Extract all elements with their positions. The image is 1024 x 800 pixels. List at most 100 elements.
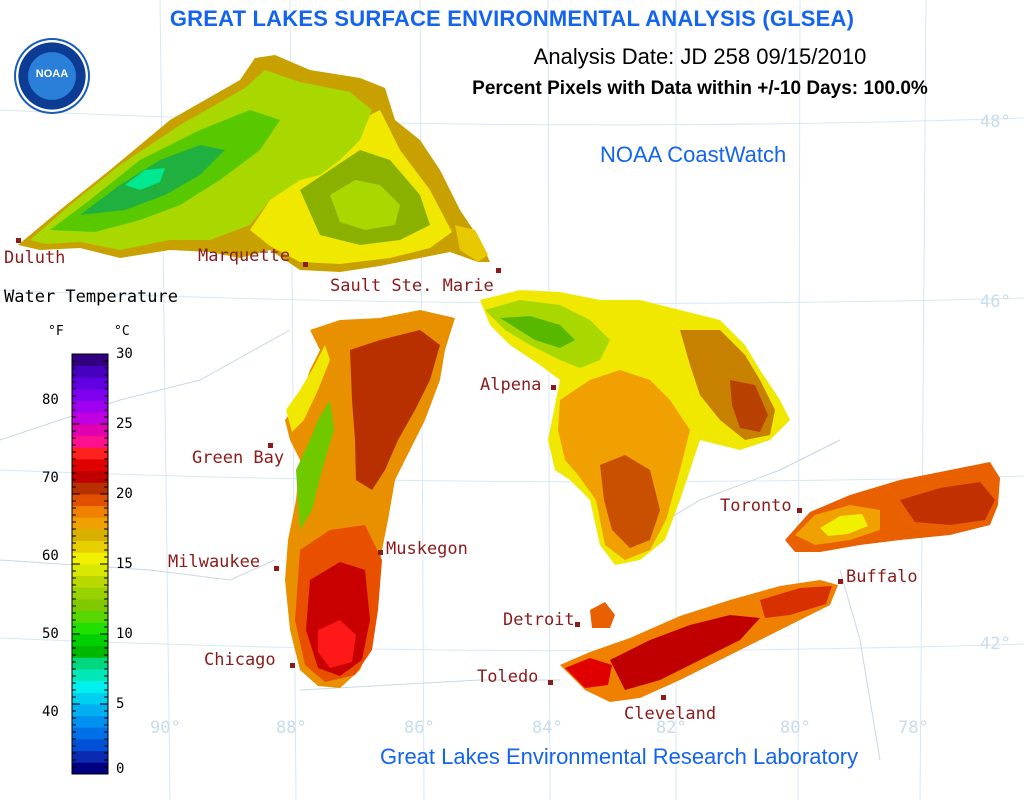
legend-c-30: 30 <box>116 346 133 362</box>
legend-swatch <box>72 645 108 658</box>
lake-erie <box>560 580 838 702</box>
lake-michigan <box>285 310 455 688</box>
city-markers <box>16 238 843 700</box>
michigan-yellow-shore <box>286 345 330 432</box>
erie-east <box>760 586 832 618</box>
noaa-logo-text: NOAA <box>35 68 69 80</box>
legend-swatch <box>72 704 108 717</box>
lon-label-78: 78° <box>898 718 929 738</box>
lon-label-90: 90° <box>150 718 181 738</box>
legend-swatch <box>72 505 108 518</box>
lake-huron <box>480 290 790 565</box>
legend-color-bar <box>71 353 109 775</box>
marker-chicago <box>290 663 295 668</box>
michigan-green-shore <box>296 400 334 530</box>
lon-label-80: 80° <box>780 718 811 738</box>
legend-swatch <box>72 552 108 565</box>
noaa-logo: NOAA <box>14 38 90 114</box>
marker-alpena <box>551 385 556 390</box>
city-label-buffalo: Buffalo <box>846 567 918 587</box>
legend-swatch <box>72 435 108 448</box>
lake-ontario <box>785 462 1000 552</box>
legend-swatch <box>72 575 108 588</box>
legend-swatch <box>72 400 108 413</box>
marker-toledo <box>548 680 553 685</box>
huron-dkgreen <box>500 316 575 348</box>
lat-label-46: 46° <box>980 292 1011 312</box>
georgian-bay-inner <box>730 380 768 432</box>
legend-swatch <box>72 587 108 600</box>
marker-toronto <box>797 508 802 513</box>
legend-swatch <box>72 389 108 402</box>
legend-f-60: 60 <box>42 548 59 564</box>
legend-swatch <box>72 692 108 705</box>
legend-swatch <box>72 762 108 775</box>
marker-milwaukee <box>274 566 279 571</box>
city-label-muskegon: Muskegon <box>386 539 468 559</box>
legend-f-80: 80 <box>42 392 59 408</box>
legend-swatch <box>72 517 108 530</box>
ontario-yellow <box>820 514 868 536</box>
legend-swatch <box>72 599 108 612</box>
legend-swatch <box>72 610 108 623</box>
legend-swatch <box>72 727 108 740</box>
city-label-marquette: Marquette <box>198 246 291 266</box>
map-title: GREAT LAKES SURFACE ENVIRONMENTAL ANALYS… <box>169 6 855 31</box>
city-label-detroit: Detroit <box>503 610 575 630</box>
city-label-milwaukee: Milwaukee <box>168 552 261 572</box>
lon-label-86: 86° <box>404 718 435 738</box>
superior-green-3 <box>330 180 400 230</box>
marker-green-bay <box>268 443 273 448</box>
legend-c-10: 10 <box>116 626 133 642</box>
legend-swatch <box>72 634 108 647</box>
legend-title: Water Temperature <box>4 287 178 307</box>
state-borders <box>0 329 881 761</box>
legend-swatch <box>72 494 108 507</box>
city-label-cleveland: Cleveland <box>624 704 717 724</box>
lake-superior <box>18 55 490 272</box>
percent-pixels: Percent Pixels with Data within +/-10 Da… <box>472 78 928 99</box>
legend-swatch <box>72 715 108 728</box>
marker-muskegon <box>378 550 383 555</box>
erie-darkred <box>610 615 760 690</box>
legend-swatch <box>72 669 108 682</box>
city-label-sault: Sault Ste. Marie <box>330 276 494 296</box>
analysis-date: Analysis Date: JD 258 09/15/2010 <box>533 44 867 69</box>
legend-c-15: 15 <box>116 556 133 572</box>
legend-swatch <box>72 470 108 483</box>
legend-unit-c: °C <box>114 324 130 339</box>
erie-red <box>565 658 612 688</box>
legend-swatch <box>72 529 108 542</box>
legend-swatch <box>72 412 108 425</box>
legend-c-25: 25 <box>116 416 133 432</box>
marker-cleveland <box>661 695 666 700</box>
lon-label-84: 84° <box>532 718 563 738</box>
legend-swatch <box>72 459 108 472</box>
city-label-toronto: Toronto <box>720 496 792 516</box>
city-label-toledo: Toledo <box>477 667 539 687</box>
legend-swatch <box>72 482 108 495</box>
superior-east-bay <box>455 225 488 262</box>
lab-label: Great Lakes Environmental Research Labor… <box>380 744 859 769</box>
legend-swatch <box>72 540 108 553</box>
legend-c-0: 0 <box>116 761 125 777</box>
legend-c-20: 20 <box>116 486 133 502</box>
ontario-darkred <box>900 482 995 525</box>
superior-cyan <box>125 168 165 190</box>
city-label-green-bay: Green Bay <box>192 448 285 468</box>
legend-swatch <box>72 447 108 460</box>
legend-swatch <box>72 657 108 670</box>
city-label-duluth: Duluth <box>4 248 66 268</box>
marker-duluth <box>16 238 21 243</box>
legend-swatch <box>72 750 108 763</box>
lat-label-42: 42° <box>980 634 1011 654</box>
marker-sault <box>496 268 501 273</box>
lake-st-clair <box>590 602 615 628</box>
coastwatch-label: NOAA CoastWatch <box>600 142 787 167</box>
lat-label-48: 48° <box>980 112 1011 132</box>
legend-swatch <box>72 622 108 635</box>
legend-swatch <box>72 424 108 437</box>
marker-buffalo <box>838 579 843 584</box>
legend-swatch <box>72 739 108 752</box>
